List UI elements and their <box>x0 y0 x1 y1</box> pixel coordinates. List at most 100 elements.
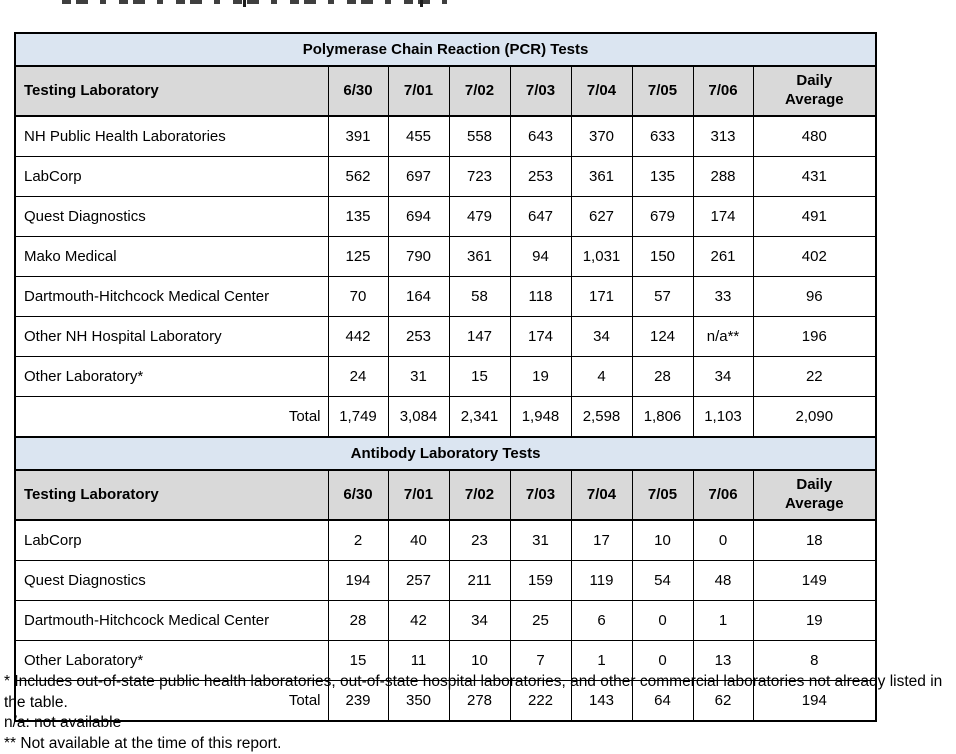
value-cell: 33 <box>693 277 753 317</box>
lab-name-cell: LabCorp <box>15 520 328 561</box>
testing-laboratory-header: Testing Laboratory <box>15 470 328 520</box>
value-cell: 42 <box>388 601 449 641</box>
value-cell: 96 <box>753 277 876 317</box>
value-cell: 48 <box>693 561 753 601</box>
lab-name-cell: Mako Medical <box>15 237 328 277</box>
value-cell: 253 <box>388 317 449 357</box>
lab-name-cell: Dartmouth-Hitchcock Medical Center <box>15 601 328 641</box>
value-cell: 28 <box>328 601 388 641</box>
value-cell: 174 <box>510 317 571 357</box>
value-cell: 480 <box>753 116 876 157</box>
lab-name-cell: Other NH Hospital Laboratory <box>15 317 328 357</box>
value-cell: n/a** <box>693 317 753 357</box>
date-column-header: Daily Average <box>753 66 876 116</box>
value-cell: 58 <box>449 277 510 317</box>
value-cell: 313 <box>693 116 753 157</box>
value-cell: 70 <box>328 277 388 317</box>
value-cell: 23 <box>449 520 510 561</box>
value-cell: 253 <box>510 157 571 197</box>
value-cell: 19 <box>753 601 876 641</box>
lab-name-cell: Quest Diagnostics <box>15 197 328 237</box>
total-label-cell: Total <box>15 397 328 438</box>
footnotes: * Includes out-of-state public health la… <box>4 672 952 754</box>
value-cell: 10 <box>632 520 693 561</box>
value-cell: 562 <box>328 157 388 197</box>
date-column-header: 7/05 <box>632 470 693 520</box>
value-cell: 94 <box>510 237 571 277</box>
date-column-header: 7/03 <box>510 470 571 520</box>
value-cell: 147 <box>449 317 510 357</box>
value-cell: 402 <box>753 237 876 277</box>
date-column-header: 7/05 <box>632 66 693 116</box>
lab-tests-table: Polymerase Chain Reaction (PCR) Tests Te… <box>14 32 877 722</box>
lab-name-cell: Quest Diagnostics <box>15 561 328 601</box>
total-value-cell: 3,084 <box>388 397 449 438</box>
value-cell: 633 <box>632 116 693 157</box>
total-value-cell: 2,090 <box>753 397 876 438</box>
value-cell: 4 <box>571 357 632 397</box>
value-cell: 25 <box>510 601 571 641</box>
date-column-header: 6/30 <box>328 66 388 116</box>
value-cell: 34 <box>571 317 632 357</box>
value-cell: 627 <box>571 197 632 237</box>
value-cell: 370 <box>571 116 632 157</box>
value-cell: 196 <box>753 317 876 357</box>
date-column-header: 7/06 <box>693 66 753 116</box>
value-cell: 31 <box>510 520 571 561</box>
value-cell: 455 <box>388 116 449 157</box>
value-cell: 479 <box>449 197 510 237</box>
value-cell: 558 <box>449 116 510 157</box>
value-cell: 119 <box>571 561 632 601</box>
value-cell: 6 <box>571 601 632 641</box>
value-cell: 135 <box>632 157 693 197</box>
value-cell: 647 <box>510 197 571 237</box>
value-cell: 28 <box>632 357 693 397</box>
value-cell: 1 <box>693 601 753 641</box>
cutoff-title-fragment <box>62 0 447 4</box>
value-cell: 288 <box>693 157 753 197</box>
value-cell: 159 <box>510 561 571 601</box>
value-cell: 211 <box>449 561 510 601</box>
value-cell: 57 <box>632 277 693 317</box>
value-cell: 135 <box>328 197 388 237</box>
value-cell: 723 <box>449 157 510 197</box>
value-cell: 790 <box>388 237 449 277</box>
total-value-cell: 2,598 <box>571 397 632 438</box>
pcr-title-row: Polymerase Chain Reaction (PCR) Tests <box>15 33 876 66</box>
footnote-na: n/a: not available <box>4 713 952 734</box>
value-cell: 34 <box>449 601 510 641</box>
value-cell: 174 <box>693 197 753 237</box>
total-value-cell: 1,103 <box>693 397 753 438</box>
date-column-header: 7/01 <box>388 470 449 520</box>
date-column-header: 7/02 <box>449 66 510 116</box>
date-column-header: 7/04 <box>571 470 632 520</box>
value-cell: 391 <box>328 116 388 157</box>
footnote-not-available: ** Not available at the time of this rep… <box>4 734 952 754</box>
value-cell: 171 <box>571 277 632 317</box>
testing-laboratory-header: Testing Laboratory <box>15 66 328 116</box>
value-cell: 54 <box>632 561 693 601</box>
pcr-table-title: Polymerase Chain Reaction (PCR) Tests <box>15 33 876 66</box>
total-value-cell: 1,749 <box>328 397 388 438</box>
date-column-header: Daily Average <box>753 470 876 520</box>
value-cell: 149 <box>753 561 876 601</box>
value-cell: 643 <box>510 116 571 157</box>
pcr-tests-section: Polymerase Chain Reaction (PCR) Tests Te… <box>15 33 876 437</box>
value-cell: 19 <box>510 357 571 397</box>
value-cell: 24 <box>328 357 388 397</box>
value-cell: 431 <box>753 157 876 197</box>
value-cell: 361 <box>449 237 510 277</box>
value-cell: 118 <box>510 277 571 317</box>
total-value-cell: 1,948 <box>510 397 571 438</box>
